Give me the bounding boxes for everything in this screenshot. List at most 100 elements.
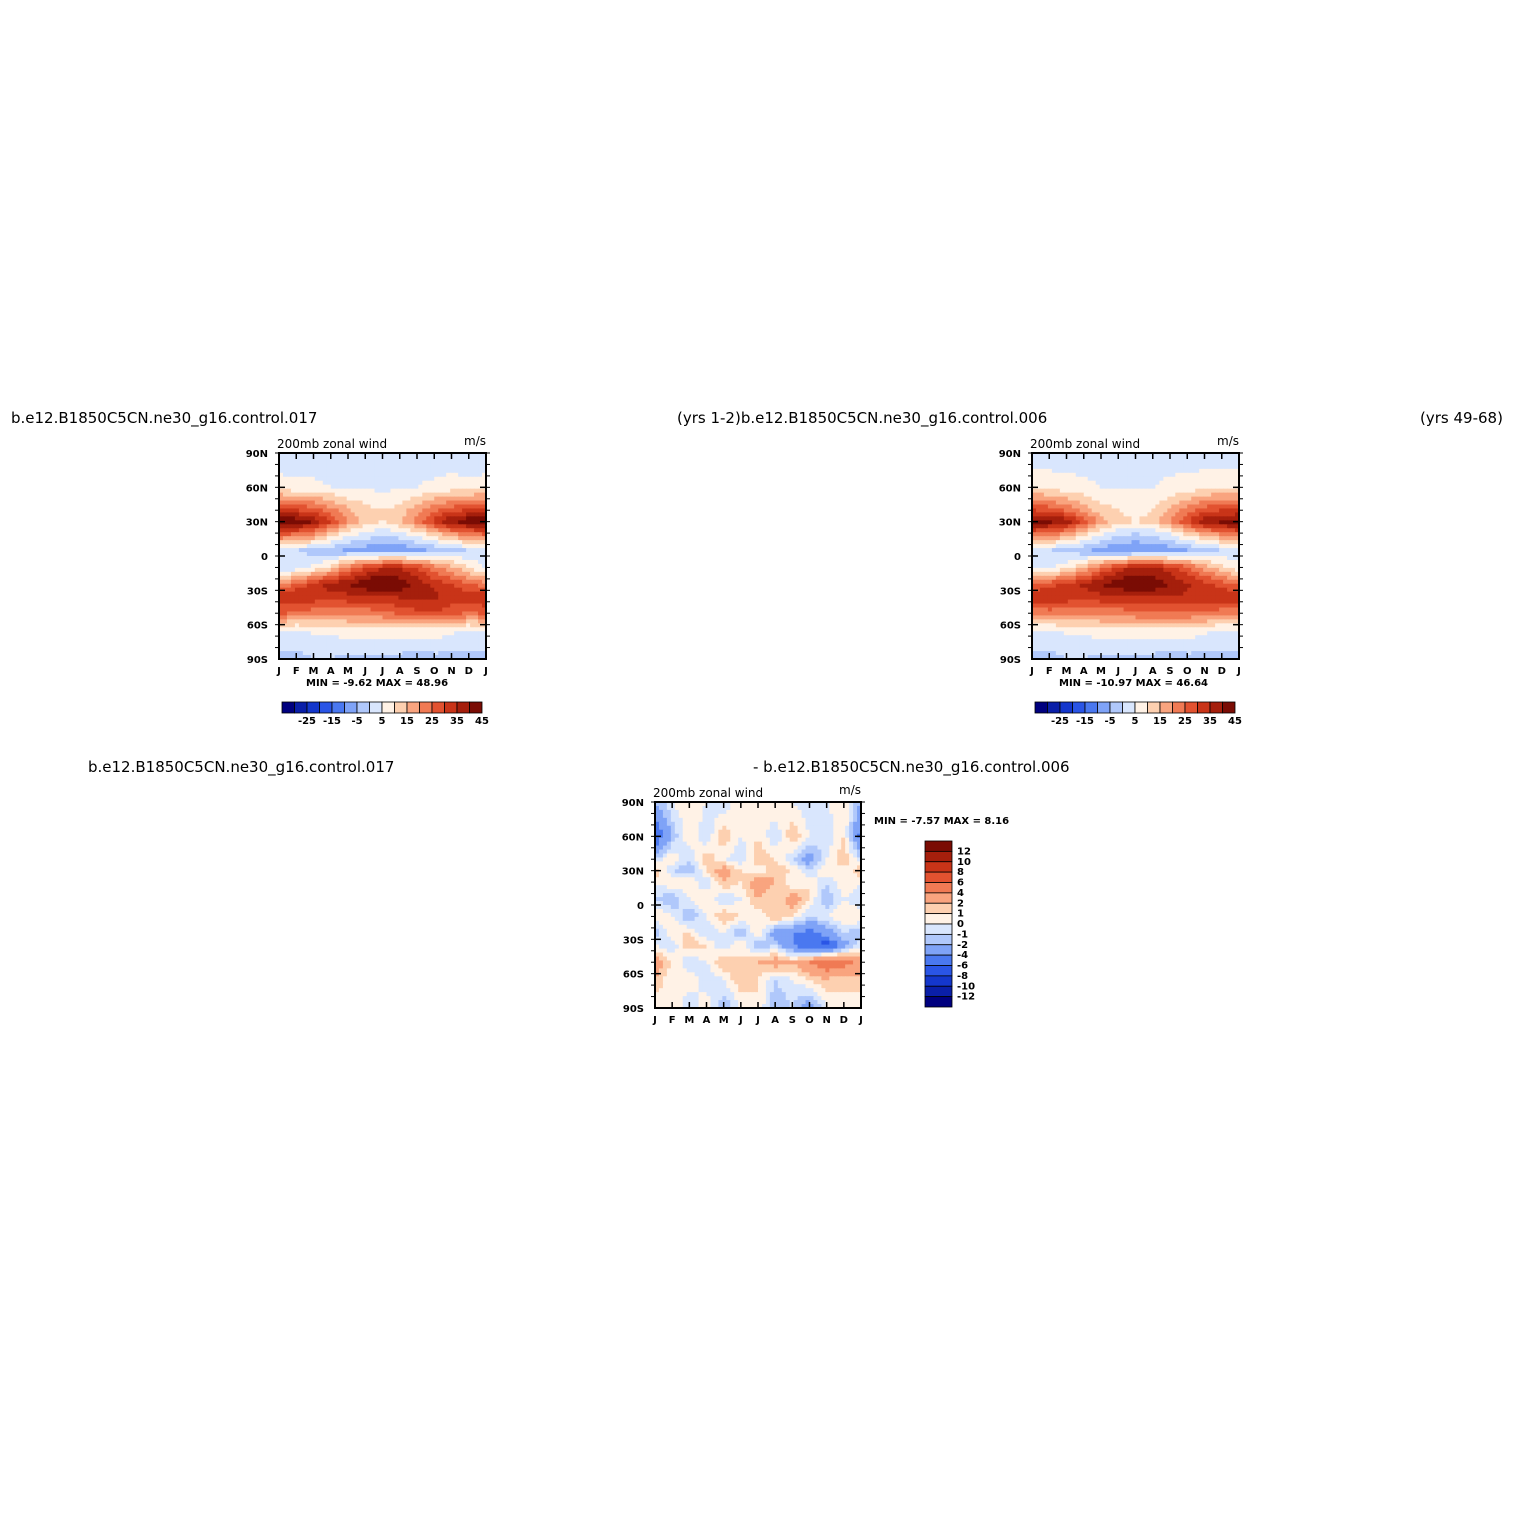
field-cell: [1235, 532, 1240, 537]
field-cell: [1195, 540, 1200, 545]
field-cell: [1051, 611, 1057, 617]
field-cell: [1095, 532, 1101, 537]
field-cell: [370, 488, 376, 494]
field-cell: [1227, 476, 1232, 482]
field-cell: [1047, 468, 1053, 474]
field-cell: [1131, 571, 1137, 577]
field-cell: [1067, 472, 1073, 478]
field-cell: [370, 540, 376, 545]
field-cell: [366, 484, 372, 490]
field-cell: [362, 512, 368, 517]
field-cell: [390, 476, 396, 482]
field-cell: [1051, 512, 1057, 517]
field-cell: [282, 520, 288, 525]
field-cell: [286, 619, 292, 624]
field-cell: [1079, 571, 1085, 577]
field-cell: [454, 571, 459, 577]
field-cell: [1223, 567, 1228, 573]
field-cell: [390, 599, 396, 605]
field-cell: [382, 468, 388, 474]
field-cell: [478, 520, 483, 525]
field-cell: [298, 544, 304, 549]
field-cell: [442, 583, 447, 589]
field-cell: [342, 639, 348, 644]
field-cell: [310, 631, 316, 636]
field-cell: [1035, 591, 1041, 597]
field-cell: [294, 607, 300, 613]
field-cell: [330, 516, 336, 521]
field-cell: [462, 484, 467, 490]
field-cell: [1083, 540, 1089, 545]
field-cell: [326, 603, 332, 609]
field-cell: [1171, 476, 1176, 482]
field-cell: [1183, 516, 1188, 521]
field-cell: [290, 532, 296, 537]
field-cell: [1147, 599, 1153, 605]
field-cell: [1135, 508, 1141, 514]
field-cell: [1043, 480, 1049, 486]
field-cell: [322, 536, 328, 541]
field-cell: [326, 552, 332, 557]
field-cell: [1035, 468, 1041, 474]
field-cell: [310, 595, 316, 601]
field-cell: [450, 639, 455, 644]
field-cell: [294, 520, 300, 525]
field-cell: [286, 655, 292, 660]
field-cell: [378, 607, 384, 613]
field-cell: [418, 611, 423, 617]
field-cell: [318, 492, 324, 498]
field-cell: [1227, 532, 1232, 537]
field-cell: [1115, 575, 1121, 581]
field-cell: [1139, 472, 1145, 478]
field-cell: [374, 615, 380, 620]
field-cell: [1079, 508, 1085, 514]
field-cell: [1043, 544, 1049, 549]
field-cell: [370, 484, 376, 490]
field-cell: [370, 512, 376, 517]
field-cell: [1103, 480, 1109, 486]
colorbar-swatch: [394, 701, 408, 714]
field-cell: [1115, 532, 1121, 537]
field-cell: [346, 476, 352, 482]
field-cell: [450, 567, 455, 573]
field-cell: [346, 544, 352, 549]
field-cell: [378, 611, 384, 617]
field-cell: [462, 544, 467, 549]
field-cell: [374, 643, 380, 648]
field-cell: [362, 619, 368, 624]
field-cell: [1179, 579, 1184, 585]
field-cell: [1191, 512, 1196, 517]
field-cell: [354, 619, 360, 624]
field-cell: [1095, 492, 1101, 498]
field-cell: [482, 488, 487, 494]
field-cell: [1163, 524, 1168, 529]
field-cell: [442, 567, 447, 573]
field-cell: [434, 500, 439, 506]
field-cell: [1219, 476, 1224, 482]
field-cell: [450, 512, 455, 517]
field-cell: [1111, 615, 1117, 620]
field-cell: [1199, 591, 1204, 597]
field-cell: [290, 488, 296, 494]
field-cell: [1147, 571, 1153, 577]
field-cell: [378, 583, 384, 589]
field-cell: [1171, 492, 1176, 498]
field-cell: [406, 468, 411, 474]
field-cell: [446, 647, 451, 652]
field-cell: [1231, 599, 1236, 605]
field-cell: [298, 460, 304, 466]
field-cell: [442, 500, 447, 506]
field-cell: [1095, 587, 1101, 593]
field-cell: [474, 615, 479, 620]
field-cell: [286, 460, 292, 466]
field-cell: [1079, 607, 1085, 613]
field-cell: [318, 548, 324, 553]
field-cell: [1043, 591, 1049, 597]
field-cell: [1215, 611, 1220, 617]
field-cell: [462, 532, 467, 537]
field-cell: [350, 552, 356, 557]
field-cell: [482, 607, 487, 613]
field-cell: [366, 651, 372, 656]
field-cell: [366, 627, 372, 632]
field-cell: [1147, 587, 1153, 593]
